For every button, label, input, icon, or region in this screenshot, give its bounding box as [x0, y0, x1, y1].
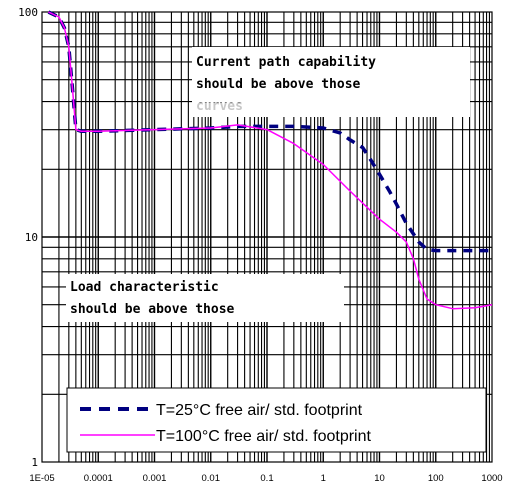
x-tick-label: 100 [428, 473, 444, 484]
plot-frame [41, 11, 493, 463]
y-tick-label: 100 [18, 6, 38, 19]
annotation-line: Current path capability [196, 55, 376, 70]
legend: T=25°C free air/ std. footprint T=100°C … [66, 387, 487, 453]
y-tick-label: 10 [25, 231, 38, 244]
series-group [47, 10, 493, 310]
y-tick-label: 1 [31, 456, 38, 469]
legend-label-100c: T=100°C free air/ std. footprint [156, 428, 372, 445]
x-tick-label: 0.001 [143, 473, 167, 484]
series-line-25c [47, 10, 492, 253]
annotation-line: should be above those [70, 302, 235, 317]
x-tick-labels: 1E-05 0.0001 0.001 0.01 0.1 1 10 100 1000 [29, 473, 502, 484]
annotation-box [66, 274, 344, 322]
annotation-line: should be above those [196, 77, 361, 92]
annotation-line: Load characteristic [70, 280, 219, 295]
legend-label-25c: T=25°C free air/ std. footprint [156, 402, 363, 419]
x-tick-label: 10 [374, 473, 385, 484]
x-tick-label: 1000 [481, 473, 502, 484]
annotation-mask [192, 103, 470, 117]
annotation-load: Load characteristic should be above thos… [66, 274, 344, 322]
x-tick-label: 1E-05 [29, 473, 54, 484]
series-line-100c [48, 11, 493, 310]
x-tick-label: 0.0001 [84, 473, 113, 484]
x-tick-label: 0.1 [260, 473, 273, 484]
y-tick-labels: 1 10 100 [18, 6, 38, 469]
x-tick-label: 1 [321, 473, 326, 484]
legend-box [66, 387, 487, 453]
x-tick-label: 0.01 [202, 473, 221, 484]
